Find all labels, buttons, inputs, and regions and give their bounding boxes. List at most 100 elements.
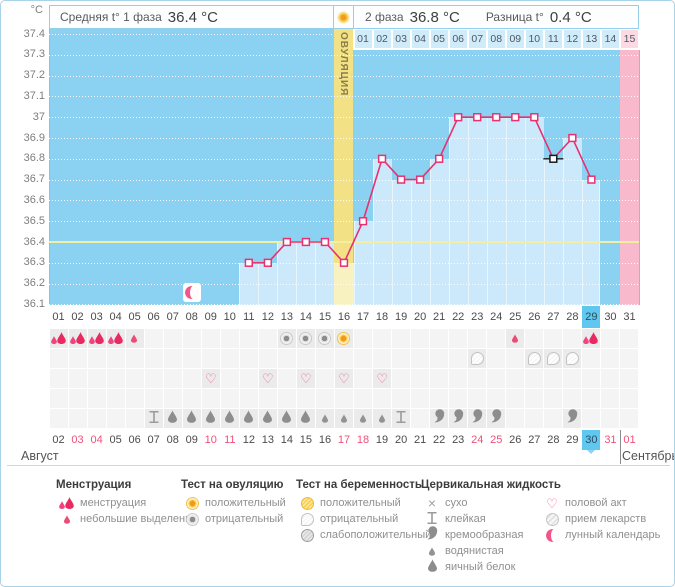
temp-point[interactable]: [263, 258, 273, 267]
cycle-day-label[interactable]: 29: [585, 311, 598, 323]
event-cell-pregnancy-tests[interactable]: [620, 349, 639, 368]
cycle-day-label[interactable]: 01: [52, 311, 65, 323]
event-cell-menstruation-and-ovulation-tests[interactable]: [430, 329, 449, 348]
event-cell-intercourse[interactable]: [506, 369, 525, 388]
date-label[interactable]: 09: [185, 434, 198, 446]
date-label[interactable]: 30: [585, 434, 598, 446]
temp-point[interactable]: [301, 237, 311, 247]
event-cell-menstruation-and-ovulation-tests[interactable]: [277, 329, 296, 348]
event-cell-cervical-fluid[interactable]: [544, 409, 563, 428]
cycle-day-label[interactable]: 03: [90, 311, 103, 323]
date-label[interactable]: 13: [261, 434, 274, 446]
cycle-day-label[interactable]: 28: [566, 311, 579, 323]
event-cell-intercourse[interactable]: ♡: [373, 369, 392, 388]
event-cell-intercourse[interactable]: [563, 369, 582, 388]
event-cell-pregnancy-tests[interactable]: [525, 349, 544, 368]
event-cell-pregnancy-tests[interactable]: [315, 349, 334, 368]
event-cell-cervical-fluid[interactable]: [525, 409, 544, 428]
event-cell-medications[interactable]: [620, 389, 639, 408]
event-cell-cervical-fluid[interactable]: [201, 409, 220, 428]
event-cell-pregnancy-tests[interactable]: [68, 349, 87, 368]
event-cell-cervical-fluid[interactable]: [392, 409, 411, 428]
event-cell-cervical-fluid[interactable]: [468, 409, 487, 428]
event-cell-intercourse[interactable]: [449, 369, 468, 388]
temp-point[interactable]: [568, 133, 577, 143]
event-cell-intercourse[interactable]: [392, 369, 411, 388]
temp-point[interactable]: [415, 175, 425, 184]
event-cell-menstruation-and-ovulation-tests[interactable]: [525, 329, 544, 348]
cycle-day-label[interactable]: 26: [528, 311, 541, 323]
event-cell-cervical-fluid[interactable]: [182, 409, 201, 428]
event-cell-pregnancy-tests[interactable]: [354, 349, 373, 368]
event-cell-cervical-fluid[interactable]: [601, 409, 620, 428]
event-cell-intercourse[interactable]: [182, 369, 201, 388]
event-cell-pregnancy-tests[interactable]: [144, 349, 163, 368]
cycle-day-label[interactable]: 16: [337, 311, 351, 323]
event-cell-medications[interactable]: [430, 389, 449, 408]
event-cell-pregnancy-tests[interactable]: [201, 349, 220, 368]
temp-point[interactable]: [244, 258, 253, 267]
event-cell-intercourse[interactable]: [601, 369, 620, 388]
cycle-day-label[interactable]: 17: [356, 311, 370, 323]
date-label[interactable]: 10: [204, 434, 217, 446]
date-label[interactable]: 26: [509, 434, 522, 446]
event-cell-cervical-fluid[interactable]: [354, 409, 373, 428]
cycle-day-label[interactable]: 06: [147, 311, 160, 323]
date-label[interactable]: 29: [566, 434, 579, 446]
event-cell-medications[interactable]: [201, 389, 220, 408]
event-cell-intercourse[interactable]: [525, 369, 544, 388]
event-cell-cervical-fluid[interactable]: [296, 409, 315, 428]
date-label[interactable]: 19: [375, 434, 389, 446]
event-cell-menstruation-and-ovulation-tests[interactable]: [582, 329, 601, 348]
event-cell-cervical-fluid[interactable]: [49, 409, 68, 428]
event-cell-pregnancy-tests[interactable]: [411, 349, 430, 368]
event-cell-menstruation-and-ovulation-tests[interactable]: [163, 329, 182, 348]
cycle-day-label[interactable]: 08: [185, 311, 198, 323]
event-cell-intercourse[interactable]: [239, 369, 258, 388]
event-cell-intercourse[interactable]: [144, 369, 163, 388]
temp-point[interactable]: [320, 237, 330, 247]
event-cell-pregnancy-tests[interactable]: [258, 349, 277, 368]
cycle-day-label[interactable]: 09: [204, 311, 217, 323]
date-label[interactable]: 02: [52, 434, 65, 446]
event-cell-medications[interactable]: [392, 389, 411, 408]
event-cell-cervical-fluid[interactable]: [334, 409, 353, 428]
cycle-day-label[interactable]: 15: [318, 311, 332, 323]
temp-point[interactable]: [454, 113, 463, 122]
date-label[interactable]: 23: [452, 434, 465, 446]
event-cell-medications[interactable]: [582, 389, 601, 408]
event-cell-menstruation-and-ovulation-tests[interactable]: [468, 329, 487, 348]
date-label[interactable]: 11: [224, 434, 236, 446]
event-cell-intercourse[interactable]: ♡: [258, 369, 277, 388]
event-cell-cervical-fluid[interactable]: [315, 409, 334, 428]
event-cell-menstruation-and-ovulation-tests[interactable]: [258, 329, 277, 348]
event-cell-intercourse[interactable]: ♡: [201, 369, 220, 388]
date-label[interactable]: 01: [623, 434, 636, 446]
event-cell-pregnancy-tests[interactable]: [373, 349, 392, 368]
event-cell-intercourse[interactable]: [163, 369, 182, 388]
date-label[interactable]: 07: [147, 434, 160, 446]
event-cell-medications[interactable]: [601, 389, 620, 408]
cycle-day-label[interactable]: 23: [471, 311, 484, 323]
temp-point[interactable]: [377, 154, 387, 163]
cycle-day-label[interactable]: 22: [452, 311, 465, 323]
event-cell-cervical-fluid[interactable]: [144, 409, 163, 428]
temp-point[interactable]: [282, 237, 292, 247]
event-cell-medications[interactable]: [544, 389, 563, 408]
event-cell-pregnancy-tests[interactable]: [582, 349, 601, 368]
event-cell-pregnancy-tests[interactable]: [392, 349, 411, 368]
event-cell-intercourse[interactable]: [620, 369, 639, 388]
event-cell-medications[interactable]: [449, 389, 468, 408]
event-cell-intercourse[interactable]: [411, 369, 430, 388]
event-cell-pregnancy-tests[interactable]: [277, 349, 296, 368]
event-cell-cervical-fluid[interactable]: [563, 409, 582, 428]
temp-point[interactable]: [530, 113, 539, 122]
temp-point[interactable]: [339, 258, 349, 267]
cycle-day-label[interactable]: 14: [299, 311, 313, 323]
event-cell-pregnancy-tests[interactable]: [430, 349, 449, 368]
cycle-day-label[interactable]: 07: [166, 311, 179, 323]
event-cell-menstruation-and-ovulation-tests[interactable]: [392, 329, 411, 348]
event-cell-cervical-fluid[interactable]: [106, 409, 125, 428]
cycle-day-label[interactable]: 02: [71, 311, 84, 323]
event-cell-cervical-fluid[interactable]: [125, 409, 144, 428]
